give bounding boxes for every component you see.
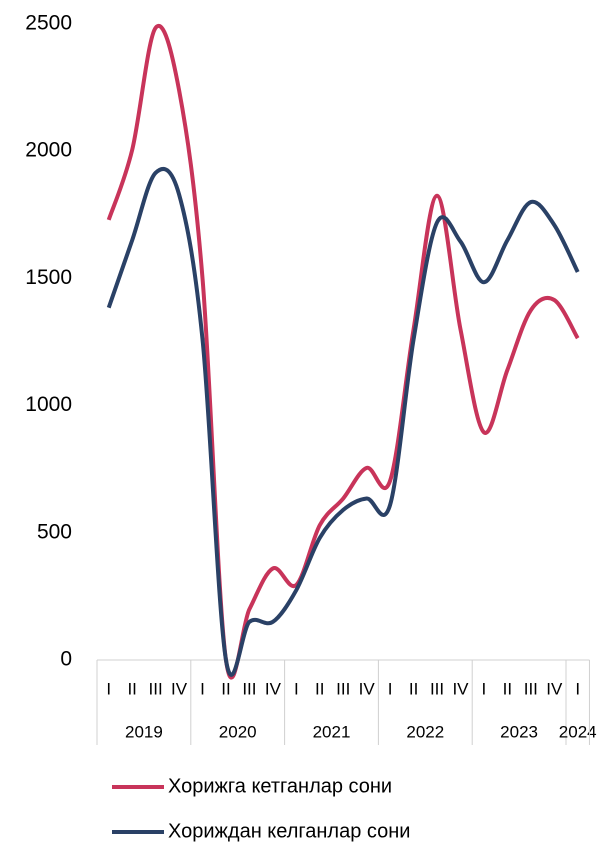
y-tick-label: 2500 xyxy=(25,12,72,35)
x-group-label: 2019 xyxy=(125,722,163,741)
series-line xyxy=(106,24,580,680)
x-group-label: 2021 xyxy=(313,722,351,741)
x-group-label: 2022 xyxy=(406,722,444,741)
y-tick-label: 500 xyxy=(37,520,72,543)
x-tick-label: II xyxy=(503,679,512,698)
legend-label: Хорижга кетганлар сони xyxy=(168,775,392,797)
x-tick-label: I xyxy=(482,679,487,698)
x-tick-label: III xyxy=(149,679,163,698)
x-tick-label: IV xyxy=(452,679,469,698)
x-tick-label: IV xyxy=(359,679,376,698)
x-tick-label: I xyxy=(200,679,205,698)
x-tick-label: II xyxy=(127,679,136,698)
x-tick-label: III xyxy=(336,679,350,698)
y-tick-label: 0 xyxy=(60,648,72,671)
x-tick-label: III xyxy=(242,679,256,698)
x-tick-label: IV xyxy=(265,679,282,698)
x-tick-label: II xyxy=(409,679,418,698)
x-tick-label: II xyxy=(221,679,230,698)
series-line xyxy=(106,166,580,677)
x-tick-label: I xyxy=(294,679,299,698)
x-tick-label: I xyxy=(388,679,393,698)
x-tick-label: II xyxy=(315,679,324,698)
x-tick-label: I xyxy=(575,679,580,698)
y-tick-label: 2000 xyxy=(25,139,72,162)
x-tick-label: I xyxy=(106,679,111,698)
y-tick-label: 1500 xyxy=(25,266,72,289)
x-tick-label: III xyxy=(430,679,444,698)
y-tick-label: 1000 xyxy=(25,393,72,416)
x-tick-label: IV xyxy=(171,679,188,698)
x-tick-label: IV xyxy=(546,679,563,698)
x-group-label: 2023 xyxy=(500,722,538,741)
x-group-label: 2024 xyxy=(559,722,597,741)
legend-label: Хориждан келганлар сони xyxy=(168,820,410,842)
x-group-label: 2020 xyxy=(219,722,257,741)
x-tick-label: III xyxy=(524,679,538,698)
